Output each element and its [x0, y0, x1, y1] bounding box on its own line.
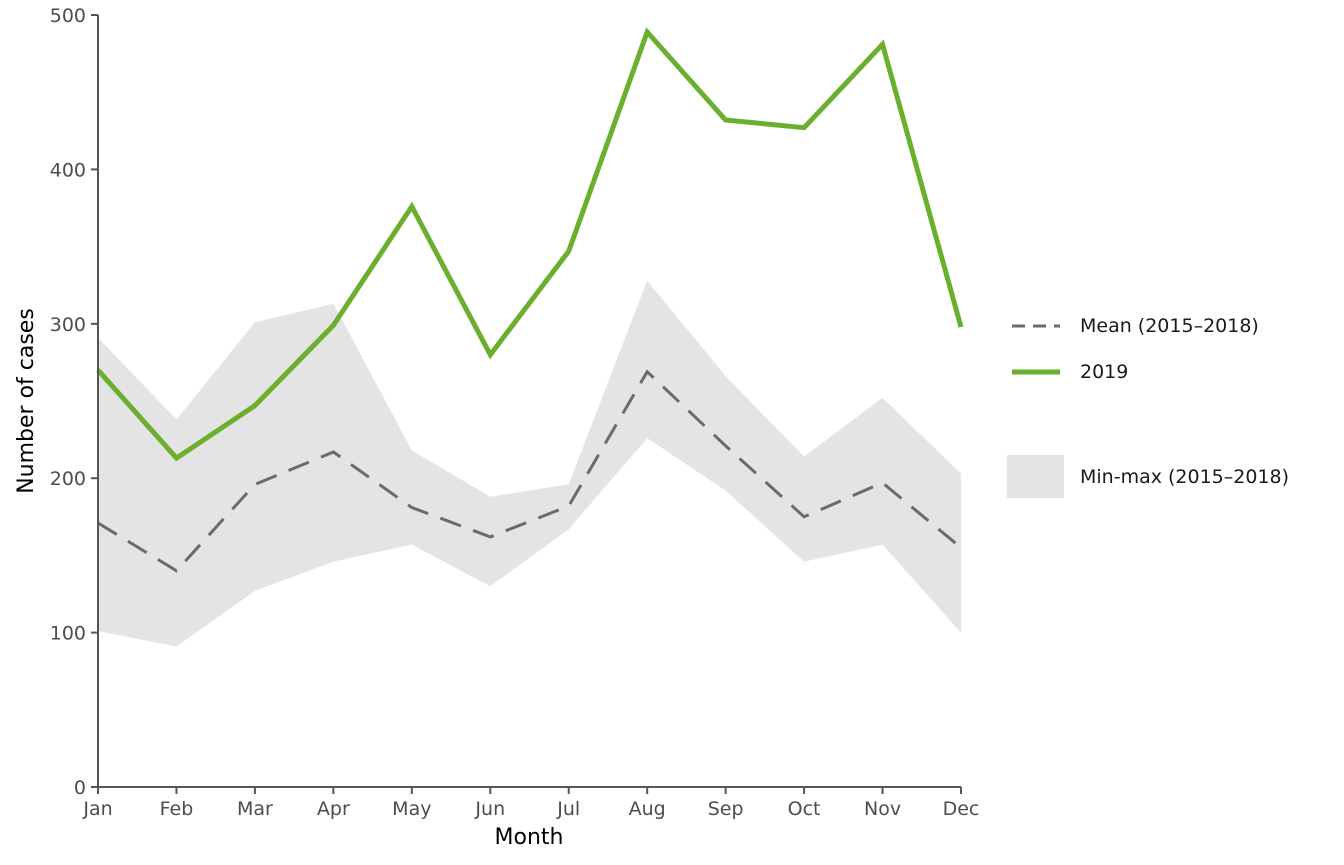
- legend-mean-label: Mean (2015–2018): [1080, 315, 1259, 337]
- x-tick-label-Apr: Apr: [317, 798, 350, 820]
- x-tick-label-Jul: Jul: [556, 798, 580, 820]
- y-axis-title: Number of cases: [14, 308, 39, 494]
- x-tick-label-Jun: Jun: [474, 798, 505, 820]
- legend-2019-label: 2019: [1080, 361, 1128, 383]
- y-tick-label-0: 0: [74, 777, 86, 799]
- series-layer: [96, 27, 964, 573]
- ticks: Jan Feb Mar Apr May Jun Jul Aug Sep Oct Nov Dec 0 100…: [50, 5, 980, 820]
- x-tick-label-Mar: Mar: [237, 798, 273, 820]
- series-line-mean: [97, 369, 962, 573]
- y-tick-label-500: 500: [50, 5, 86, 27]
- x-tick-label-Jan: Jan: [82, 798, 112, 820]
- y-tick-label-200: 200: [50, 468, 86, 490]
- x-tick-label-Aug: Aug: [629, 798, 666, 820]
- y-tick-label-300: 300: [50, 314, 86, 336]
- y-tick-label-400: 400: [50, 159, 86, 181]
- legend: Mean (2015–2018) 2019 Min-max (2015–2018…: [1007, 315, 1289, 498]
- x-tick-label-May: May: [392, 798, 431, 820]
- min-max-band: [98, 280, 961, 647]
- series-line-2019: [96, 27, 964, 462]
- x-tick-label-Sep: Sep: [708, 798, 744, 820]
- min-max-band-layer: [98, 280, 961, 647]
- legend-band-swatch: [1007, 455, 1064, 498]
- axes: [97, 15, 961, 788]
- legend-band-label: Min-max (2015–2018): [1080, 466, 1289, 488]
- x-axis-title: Month: [495, 825, 564, 850]
- x-tick-label-Feb: Feb: [160, 798, 194, 820]
- x-tick-label-Dec: Dec: [943, 798, 980, 820]
- y-tick-label-100: 100: [50, 623, 86, 645]
- x-tick-label-Nov: Nov: [864, 798, 901, 820]
- x-tick-label-Oct: Oct: [788, 798, 821, 820]
